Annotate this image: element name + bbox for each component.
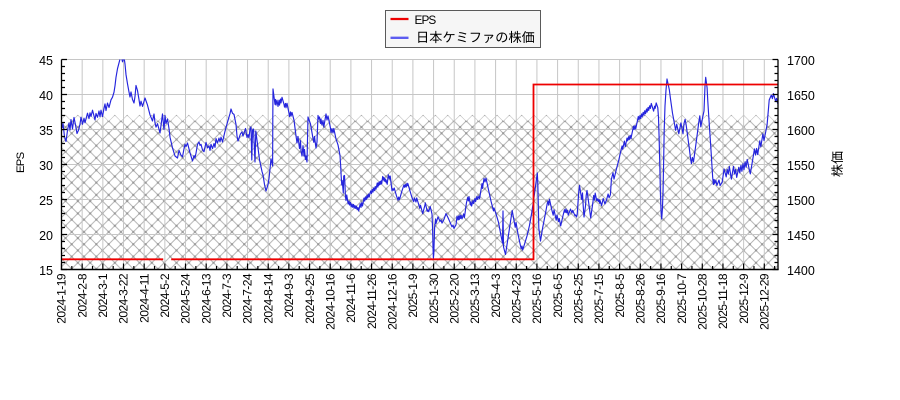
svg-text:30: 30 bbox=[39, 159, 53, 173]
svg-text:2024-11-26: 2024-11-26 bbox=[365, 273, 379, 329]
svg-text:2025-12-9: 2025-12-9 bbox=[737, 273, 751, 324]
svg-text:35: 35 bbox=[39, 124, 53, 138]
svg-text:2025-1-30: 2025-1-30 bbox=[427, 273, 441, 324]
svg-text:2025-11-18: 2025-11-18 bbox=[716, 273, 730, 329]
svg-text:2025-8-26: 2025-8-26 bbox=[633, 273, 647, 324]
svg-text:15: 15 bbox=[39, 264, 53, 278]
svg-text:1600: 1600 bbox=[787, 124, 815, 138]
svg-text:1550: 1550 bbox=[787, 159, 815, 173]
svg-text:2025-5-16: 2025-5-16 bbox=[530, 273, 544, 324]
svg-text:2024-5-2: 2024-5-2 bbox=[158, 273, 172, 318]
svg-text:45: 45 bbox=[39, 54, 53, 68]
svg-text:2025-10-28: 2025-10-28 bbox=[695, 273, 709, 330]
svg-text:2024-3-1: 2024-3-1 bbox=[96, 273, 110, 318]
svg-text:2025-3-13: 2025-3-13 bbox=[468, 273, 482, 324]
svg-text:2025-10-7: 2025-10-7 bbox=[675, 273, 689, 324]
svg-text:2024-7-3: 2024-7-3 bbox=[220, 273, 234, 318]
svg-text:40: 40 bbox=[39, 89, 53, 103]
svg-text:2024-2-8: 2024-2-8 bbox=[75, 273, 89, 318]
svg-text:2024-8-14: 2024-8-14 bbox=[261, 273, 275, 324]
svg-text:2025-7-15: 2025-7-15 bbox=[592, 273, 606, 324]
svg-text:25: 25 bbox=[39, 194, 53, 208]
svg-text:20: 20 bbox=[39, 229, 53, 243]
svg-text:2025-6-5: 2025-6-5 bbox=[551, 273, 565, 318]
svg-text:1450: 1450 bbox=[787, 229, 815, 243]
svg-text:1400: 1400 bbox=[787, 264, 815, 278]
svg-text:2025-4-23: 2025-4-23 bbox=[509, 273, 523, 324]
svg-text:1500: 1500 bbox=[787, 194, 815, 208]
svg-text:2025-2-20: 2025-2-20 bbox=[447, 273, 461, 324]
svg-text:2025-8-5: 2025-8-5 bbox=[613, 273, 627, 318]
svg-text:1700: 1700 bbox=[787, 54, 815, 68]
svg-text:2024-3-22: 2024-3-22 bbox=[117, 273, 131, 324]
svg-text:2025-9-16: 2025-9-16 bbox=[654, 273, 668, 324]
svg-text:EPS: EPS bbox=[415, 13, 437, 27]
svg-text:2024-9-3: 2024-9-3 bbox=[282, 273, 296, 318]
svg-text:1650: 1650 bbox=[787, 89, 815, 103]
svg-text:2024-4-11: 2024-4-11 bbox=[137, 273, 151, 323]
svg-text:2024-11-6: 2024-11-6 bbox=[344, 273, 358, 323]
svg-text:2024-12-16: 2024-12-16 bbox=[385, 273, 399, 330]
svg-text:2024-7-24: 2024-7-24 bbox=[241, 273, 255, 324]
svg-text:2024-1-19: 2024-1-19 bbox=[55, 273, 69, 324]
svg-text:2024-6-13: 2024-6-13 bbox=[199, 273, 213, 324]
svg-text:2024-10-16: 2024-10-16 bbox=[323, 273, 337, 330]
svg-text:2024-5-24: 2024-5-24 bbox=[179, 273, 193, 324]
svg-text:2025-1-9: 2025-1-9 bbox=[406, 273, 420, 318]
svg-text:2025-12-29: 2025-12-29 bbox=[758, 273, 772, 330]
svg-text:2024-9-25: 2024-9-25 bbox=[303, 273, 317, 324]
svg-text:2025-4-3: 2025-4-3 bbox=[489, 273, 503, 318]
svg-text:2025-6-25: 2025-6-25 bbox=[571, 273, 585, 324]
svg-text:EPS: EPS bbox=[15, 151, 27, 173]
